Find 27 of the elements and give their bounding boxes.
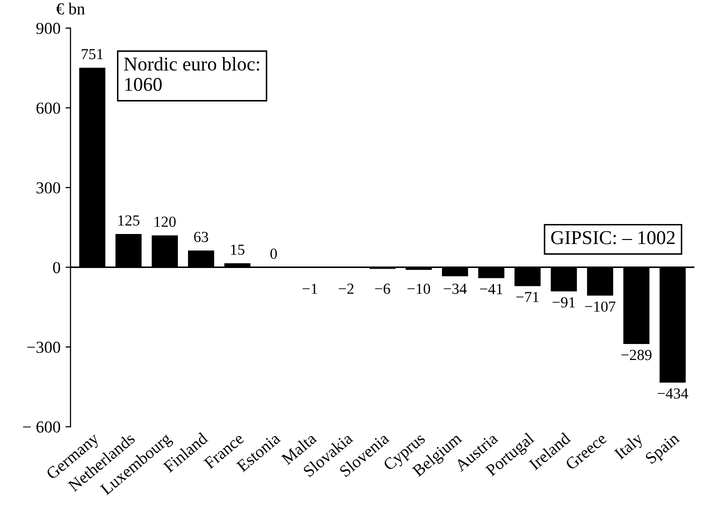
data-label: 125 xyxy=(118,215,140,226)
y-axis-title: € bn xyxy=(56,2,85,14)
data-label: 15 xyxy=(231,244,244,255)
data-label: −91 xyxy=(552,297,575,308)
data-label: −34 xyxy=(444,284,467,294)
y-tick-label: 900 xyxy=(36,22,60,34)
y-tick-label: 300 xyxy=(36,182,60,194)
x-tick-label: Italy xyxy=(613,432,646,462)
annotation: Nordic euro bloc: 1060 xyxy=(124,56,260,91)
data-label: 751 xyxy=(82,49,103,60)
data-label: −434 xyxy=(658,388,688,399)
y-tick-label: − 600 xyxy=(23,421,60,433)
y-tick-label: −300 xyxy=(27,342,60,353)
data-label: −6 xyxy=(375,284,390,294)
data-label: −10 xyxy=(408,284,430,294)
data-label: 63 xyxy=(194,232,208,242)
data-label: −41 xyxy=(480,284,502,294)
data-label: −289 xyxy=(621,350,652,360)
y-tick-label: 600 xyxy=(36,102,60,114)
y-tick-label: 0 xyxy=(53,262,60,274)
data-label: −71 xyxy=(516,292,539,302)
data-label: −2 xyxy=(338,284,354,294)
data-label: −1 xyxy=(302,284,318,294)
data-label: 0 xyxy=(270,248,277,259)
annotation: GIPSIC: – 1002 xyxy=(551,231,675,244)
data-label: 120 xyxy=(154,216,176,227)
data-label: −107 xyxy=(585,301,616,312)
